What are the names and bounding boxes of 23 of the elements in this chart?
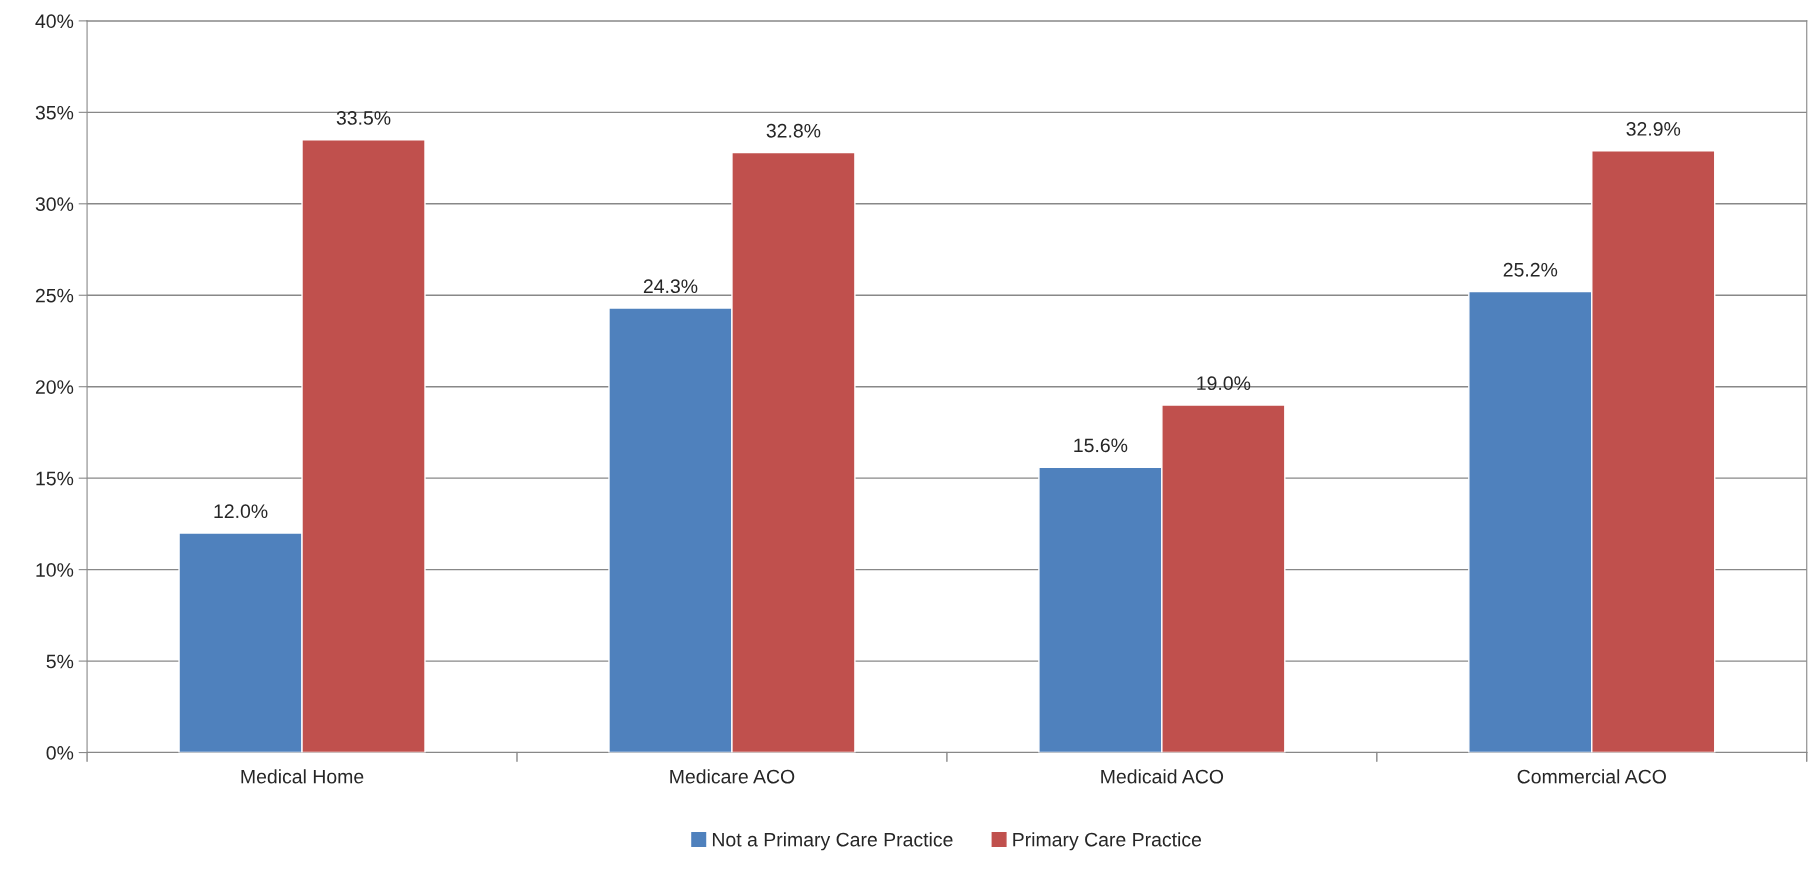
legend-label: Primary Care Practice xyxy=(1013,832,1202,851)
x-tick-label: Medicare ACO xyxy=(670,769,795,784)
y-tick-label: 25% xyxy=(35,288,74,303)
data-label: 24.3% xyxy=(643,279,698,294)
data-label: 25.2% xyxy=(1503,262,1558,277)
legend-label: Not a Primary Care Practice xyxy=(712,832,953,851)
data-label: 33.5% xyxy=(336,111,391,125)
x-tick-label: Medicaid ACO xyxy=(1101,769,1224,784)
data-label: 15.6% xyxy=(1074,438,1128,453)
data-label: 32.9% xyxy=(1626,122,1681,136)
y-tick-label: 5% xyxy=(46,654,74,669)
y-tick-label: 0% xyxy=(46,746,74,760)
y-tick-label: 15% xyxy=(36,471,74,486)
y-tick-label: 40% xyxy=(35,14,74,29)
x-tick-label: Commercial ACO xyxy=(1517,769,1666,784)
data-label: 32.8% xyxy=(766,123,821,138)
data-label: 12.0% xyxy=(214,504,268,519)
x-tick-label: Medical Home xyxy=(241,769,364,784)
y-tick-label: 20% xyxy=(35,380,74,394)
y-tick-label: 35% xyxy=(35,105,74,120)
y-tick-label: 10% xyxy=(36,563,74,577)
data-label: 19.0% xyxy=(1197,376,1251,391)
y-tick-label: 30% xyxy=(35,197,74,212)
